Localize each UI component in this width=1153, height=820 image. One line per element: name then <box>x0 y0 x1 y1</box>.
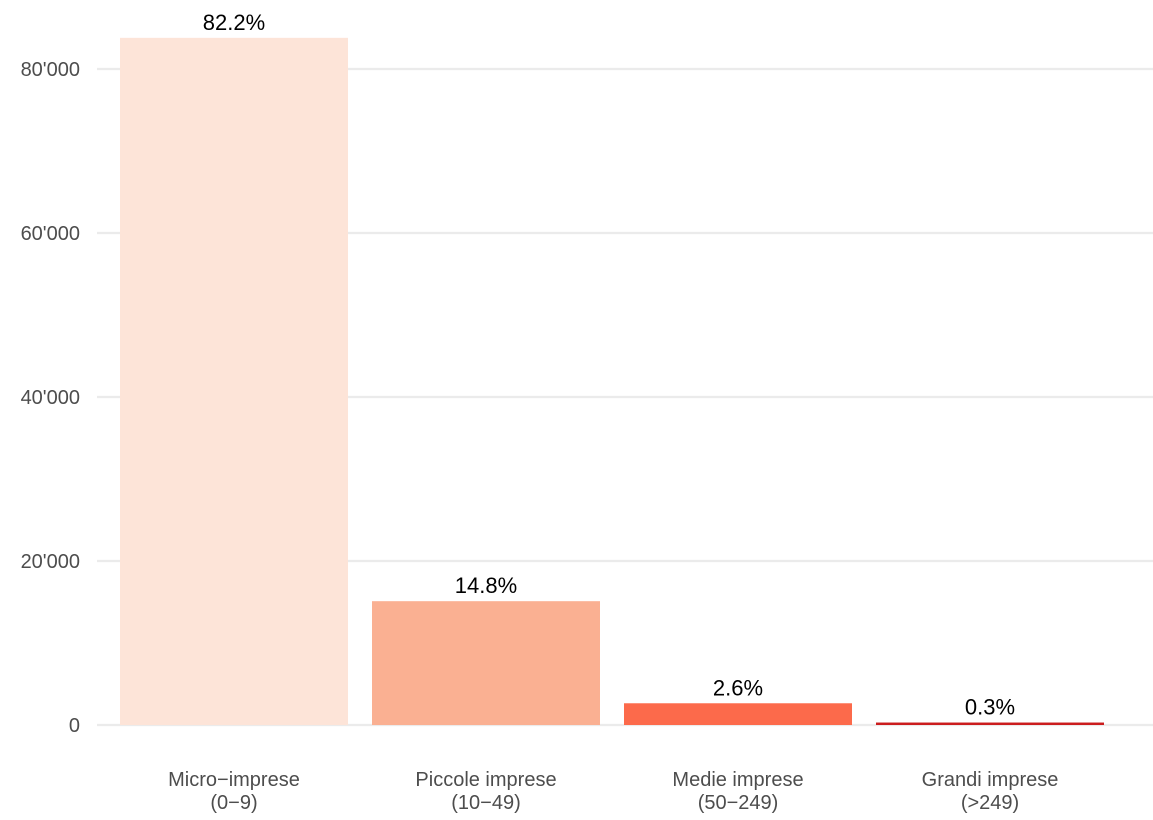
y-tick-label: 60'000 <box>21 223 80 245</box>
x-tick-label: Medie imprese <box>672 769 803 791</box>
x-tick-label: (50−249) <box>698 792 779 814</box>
bar <box>876 722 1104 725</box>
x-tick-label: (10−49) <box>451 792 521 814</box>
x-tick-label: (0−9) <box>210 792 257 814</box>
y-tick-label: 20'000 <box>21 551 80 573</box>
bar-value-label: 82.2% <box>203 10 265 35</box>
x-tick-label: Micro−imprese <box>168 769 300 791</box>
bar-value-label: 0.3% <box>965 695 1015 720</box>
x-tick-label: (>249) <box>961 792 1019 814</box>
bar <box>372 601 600 725</box>
bar <box>624 703 852 725</box>
bar <box>120 37 348 725</box>
data-labels: 82.2% 14.8% 2.6% 0.3% <box>203 10 1015 720</box>
bar-value-label: 14.8% <box>455 573 517 598</box>
bars <box>120 37 1104 725</box>
x-axis: Micro−imprese(0−9) Piccole imprese(10−49)… <box>168 769 1058 814</box>
y-tick-label: 80'000 <box>21 59 80 81</box>
x-tick-label: Piccole imprese <box>415 769 556 791</box>
y-tick-label: 40'000 <box>21 387 80 409</box>
bar-value-label: 2.6% <box>713 675 763 700</box>
y-axis: 0 20'000 40'000 60'000 80'000 <box>21 59 80 737</box>
y-tick-label: 0 <box>69 715 80 737</box>
x-tick-label: Grandi imprese <box>922 769 1059 791</box>
